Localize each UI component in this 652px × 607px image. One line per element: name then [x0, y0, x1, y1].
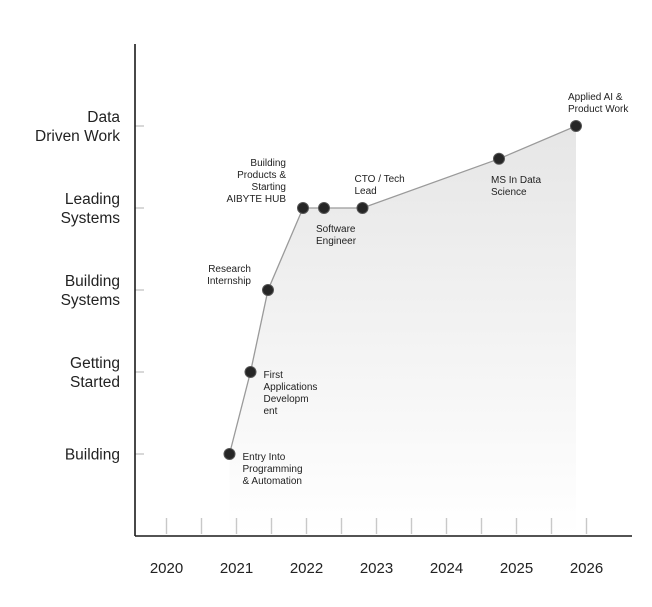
data-label-building-products-starting-aibyte-hub: Building Products & Starting AIBYTE HUB	[227, 158, 287, 205]
x-tick-label-2024: 2024	[430, 560, 463, 577]
data-label-research-internship: Research Internship	[207, 264, 251, 287]
y-level-label-data-driven-work: Data Driven Work	[35, 109, 120, 145]
data-point-applied-ai-product-work	[570, 120, 582, 132]
data-point-software-engineer	[318, 202, 330, 214]
data-markers	[223, 120, 582, 460]
data-point-entry-into-programming-automation	[223, 448, 236, 460]
data-point-first-applications-developm-ent	[244, 366, 257, 378]
data-labels: Entry Into Programming & Automation First Ap…	[207, 92, 629, 487]
data-point-cto-tech-lead	[356, 202, 369, 214]
data-label-cto-tech-lead: CTO / Tech Lead	[355, 174, 405, 197]
x-minor-ticks	[165, 518, 588, 534]
x-axis-labels: 2020 2021 2022 2023 2024 2025 2026	[150, 560, 603, 577]
data-label-applied-ai-product-work: Applied AI & Product Work	[568, 92, 629, 115]
x-tick-label-2021: 2021	[220, 560, 253, 577]
y-level-label-getting-started: Getting Started	[70, 355, 120, 391]
x-tick-label-2026: 2026	[570, 560, 603, 577]
series-line	[228, 125, 577, 455]
data-label-software-engineer: Software Engineer	[316, 224, 357, 247]
y-axis-ticks	[135, 125, 144, 455]
y-level-label-leading-systems: Leading Systems	[61, 191, 121, 227]
x-tick-label-2022: 2022	[290, 560, 323, 577]
x-tick-label-2023: 2023	[360, 560, 393, 577]
data-point-ms-in-data-science	[493, 152, 505, 165]
data-point-research-internship	[262, 284, 274, 296]
area-fill	[229, 126, 576, 536]
y-axis-labels: Building Getting Started Building Systems Lea…	[35, 109, 120, 464]
x-tick-label-2025: 2025	[500, 560, 533, 577]
y-level-label-building-systems: Building Systems	[61, 273, 121, 309]
data-label-first-applications-developm-ent: First Applications Developm ent	[264, 370, 318, 417]
y-level-label-building: Building	[65, 447, 120, 464]
data-label-entry-into-programming-automation: Entry Into Programming & Automation	[243, 452, 303, 487]
x-tick-label-2020: 2020	[150, 560, 183, 577]
data-point-building-products-starting-aibyte-hub	[297, 202, 309, 214]
data-label-ms-in-data-science: MS In Data Science	[491, 175, 541, 198]
